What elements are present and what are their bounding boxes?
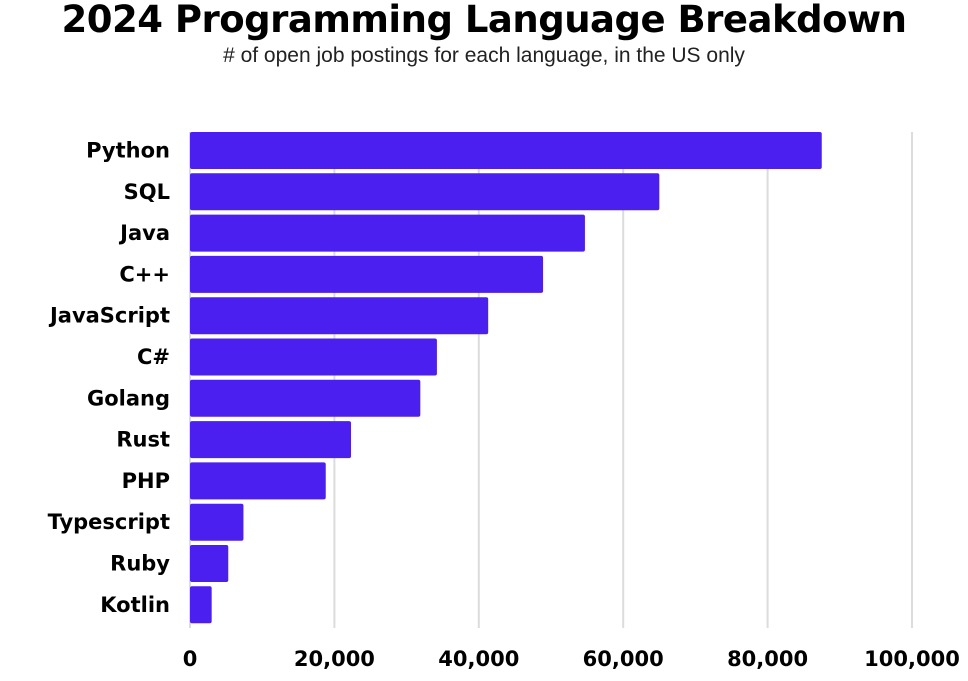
x-tick-label: 80,000 — [727, 647, 808, 671]
x-tick-label: 100,000 — [864, 647, 960, 671]
bar-golang — [190, 379, 421, 417]
bar-sql — [190, 173, 660, 211]
category-label: Ruby — [110, 552, 170, 576]
x-tick-label: 40,000 — [438, 647, 519, 671]
x-tick-label: 20,000 — [294, 647, 375, 671]
category-label: JavaScript — [48, 304, 170, 328]
bar-rust — [190, 421, 352, 459]
category-label: Typescript — [48, 510, 170, 534]
bar-java — [190, 214, 585, 252]
bars — [190, 132, 822, 624]
x-axis-tick-labels: 0 20,000 40,000 60,000 80,000 100,000 — [183, 647, 960, 671]
category-label: Python — [86, 139, 170, 163]
chart-title: 2024 Programming Language Breakdown — [61, 0, 907, 41]
bar-c- — [190, 255, 544, 293]
category-label: Kotlin — [100, 593, 170, 617]
category-label: C++ — [119, 262, 170, 286]
category-label: C# — [137, 345, 170, 369]
category-label: PHP — [122, 469, 170, 493]
bar-kotlin — [190, 586, 212, 624]
bar-c- — [190, 338, 437, 376]
category-labels: Python SQL Java C++ JavaScript C# Golang Rust PH… — [48, 139, 171, 617]
chart-subtitle: # of open job postings for each language… — [223, 44, 745, 67]
bar-python — [190, 132, 822, 169]
bar-php — [190, 462, 326, 500]
category-label: Java — [118, 221, 170, 245]
bar-ruby — [190, 545, 229, 582]
bar-javascript — [190, 297, 489, 335]
category-label: SQL — [124, 180, 170, 204]
category-label: Golang — [87, 386, 170, 410]
category-label: Rust — [116, 428, 170, 452]
bar-typescript — [190, 503, 244, 541]
x-tick-label: 60,000 — [583, 647, 664, 671]
x-tick-label: 0 — [183, 647, 198, 671]
